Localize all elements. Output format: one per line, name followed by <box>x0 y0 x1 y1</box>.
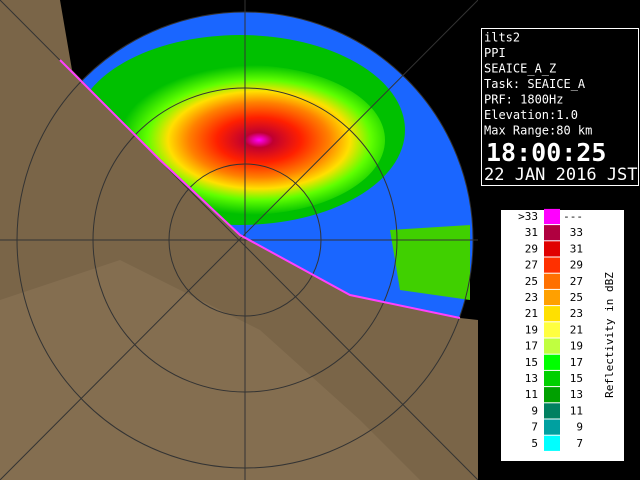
legend-low-label: 15 <box>525 356 538 369</box>
time: 18:00:25 <box>486 138 606 167</box>
info-line: SEAICE_A_Z <box>484 62 556 76</box>
legend-high-label: 9 <box>576 421 583 434</box>
legend-high-label: 31 <box>570 242 583 255</box>
legend-high-label: 11 <box>570 404 583 417</box>
legend-low-label: 5 <box>531 437 538 450</box>
legend-low-label: 9 <box>531 404 538 417</box>
info-line: Task: SEAICE_A <box>484 77 586 91</box>
legend-title: Reflectivity in dBZ <box>603 272 616 398</box>
legend-low-label: 7 <box>531 421 538 434</box>
legend-low-label: 31 <box>525 226 538 239</box>
legend-swatch <box>544 322 560 338</box>
legend-high-label: 13 <box>570 388 583 401</box>
info-line: PRF: 1800Hz <box>484 93 563 107</box>
legend-high-label: 19 <box>570 340 583 353</box>
legend-swatch <box>544 208 560 225</box>
legend-high-label: 17 <box>570 356 583 369</box>
legend-swatch <box>544 403 560 419</box>
legend-low-label: >33 <box>518 210 538 223</box>
range-rings <box>0 0 478 480</box>
legend-swatch <box>544 370 560 387</box>
legend-swatch <box>544 273 560 289</box>
radar-map <box>0 0 478 480</box>
info-line: Elevation:1.0 <box>484 108 578 122</box>
legend-low-label: 19 <box>525 323 538 336</box>
legend-low-label: 21 <box>525 307 538 320</box>
info-line: PPI <box>484 46 506 60</box>
terrain-shade <box>0 260 420 480</box>
date: 22 JAN 2016 JST <box>484 165 638 185</box>
legend-swatch <box>544 354 560 370</box>
legend-swatch <box>544 225 560 241</box>
legend-high-label: 33 <box>570 226 583 239</box>
coastline <box>59 59 461 319</box>
info-line: Max Range:80 km <box>484 124 592 138</box>
legend-high-label: 15 <box>570 372 583 385</box>
legend-low-label: 17 <box>525 340 538 353</box>
legend-high-label: 23 <box>570 307 583 320</box>
legend-swatch <box>544 419 560 435</box>
legend-low-label: 23 <box>525 291 538 304</box>
legend-high-label: 21 <box>570 323 583 336</box>
info-line: ilts2 <box>484 31 520 45</box>
legend-high-label: 25 <box>570 291 583 304</box>
legend-swatch <box>544 338 560 354</box>
legend-swatch <box>544 387 560 403</box>
legend-low-label: 13 <box>525 372 538 385</box>
legend-swatch <box>544 289 560 306</box>
legend-high-label: --- <box>563 210 583 223</box>
legend-low-label: 11 <box>525 388 538 401</box>
legend-low-label: 29 <box>525 242 538 255</box>
legend-low-label: 27 <box>525 259 538 272</box>
legend: >33 --- 31 33 29 31 27 29 25 27 23 25 21 23 19 21 17 19 15… <box>518 208 583 451</box>
info-box <box>481 28 639 186</box>
echo-east <box>390 225 470 300</box>
legend-swatch <box>544 306 560 322</box>
legend-high-label: 7 <box>576 437 583 450</box>
legend-box <box>500 209 625 462</box>
legend-swatch <box>544 435 560 451</box>
legend-high-label: 29 <box>570 259 583 272</box>
legend-high-label: 27 <box>570 275 583 288</box>
legend-swatch <box>544 241 560 257</box>
legend-low-label: 25 <box>525 275 538 288</box>
legend-swatch <box>544 257 560 273</box>
